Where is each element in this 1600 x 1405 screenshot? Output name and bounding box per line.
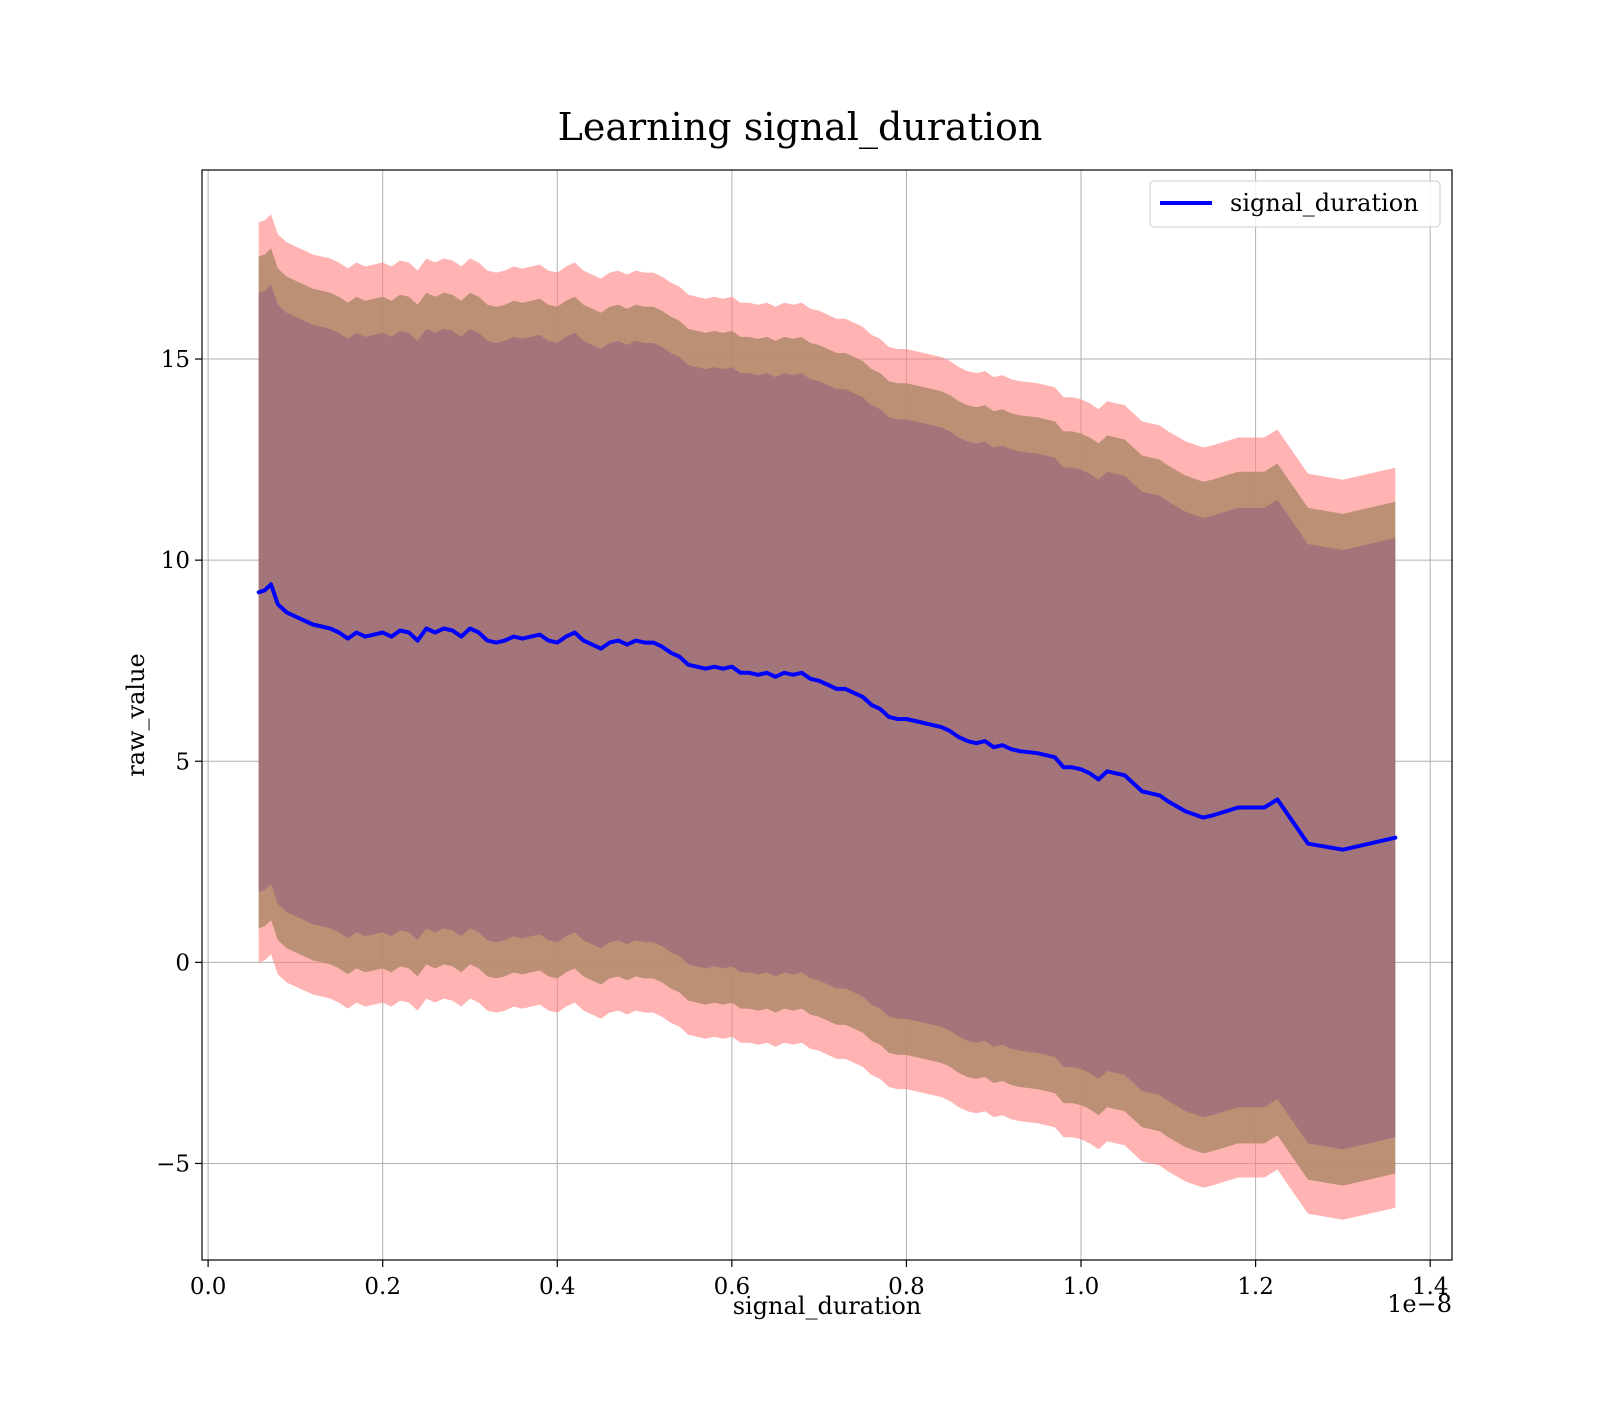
x-tick-label: 1.4 <box>1412 1274 1449 1300</box>
y-tick-label: −5 <box>156 1151 190 1177</box>
legend: signal_duration <box>1149 180 1441 228</box>
y-tick-label: 0 <box>175 950 190 976</box>
x-axis-ticks: 0.0 0.2 0.4 0.6 0.8 1.0 1.2 1.4 <box>190 1260 1449 1300</box>
confidence-band <box>258 284 1396 1150</box>
legend-box <box>1149 180 1441 228</box>
x-tick-label: 0.6 <box>714 1274 751 1300</box>
x-tick-label: 0.8 <box>888 1274 925 1300</box>
y-tick-label: 5 <box>175 749 190 775</box>
y-tick-label: 10 <box>161 548 190 574</box>
chart-title: Learning signal_duration <box>558 105 1043 150</box>
x-tick-label: 0.2 <box>364 1274 401 1300</box>
series-lines <box>256 582 1398 852</box>
x-tick-label: 0.0 <box>190 1274 227 1300</box>
y-tick-label: 15 <box>161 347 190 373</box>
x-axis-label: signal_duration <box>733 1292 922 1320</box>
series-line <box>256 582 1398 852</box>
y-axis-label: raw_value <box>122 653 150 777</box>
x-axis-offset-label: 1e−8 <box>1387 1290 1452 1318</box>
confidence-bands <box>258 214 1396 1220</box>
plot-frame <box>201 169 1453 1261</box>
x-tick-label: 1.2 <box>1237 1274 1274 1300</box>
x-tick-label: 0.4 <box>539 1274 576 1300</box>
legend-label: signal_duration <box>1230 189 1419 217</box>
y-axis-ticks: −5 0 5 10 15 <box>156 347 202 1177</box>
x-tick-label: 1.0 <box>1063 1274 1100 1300</box>
